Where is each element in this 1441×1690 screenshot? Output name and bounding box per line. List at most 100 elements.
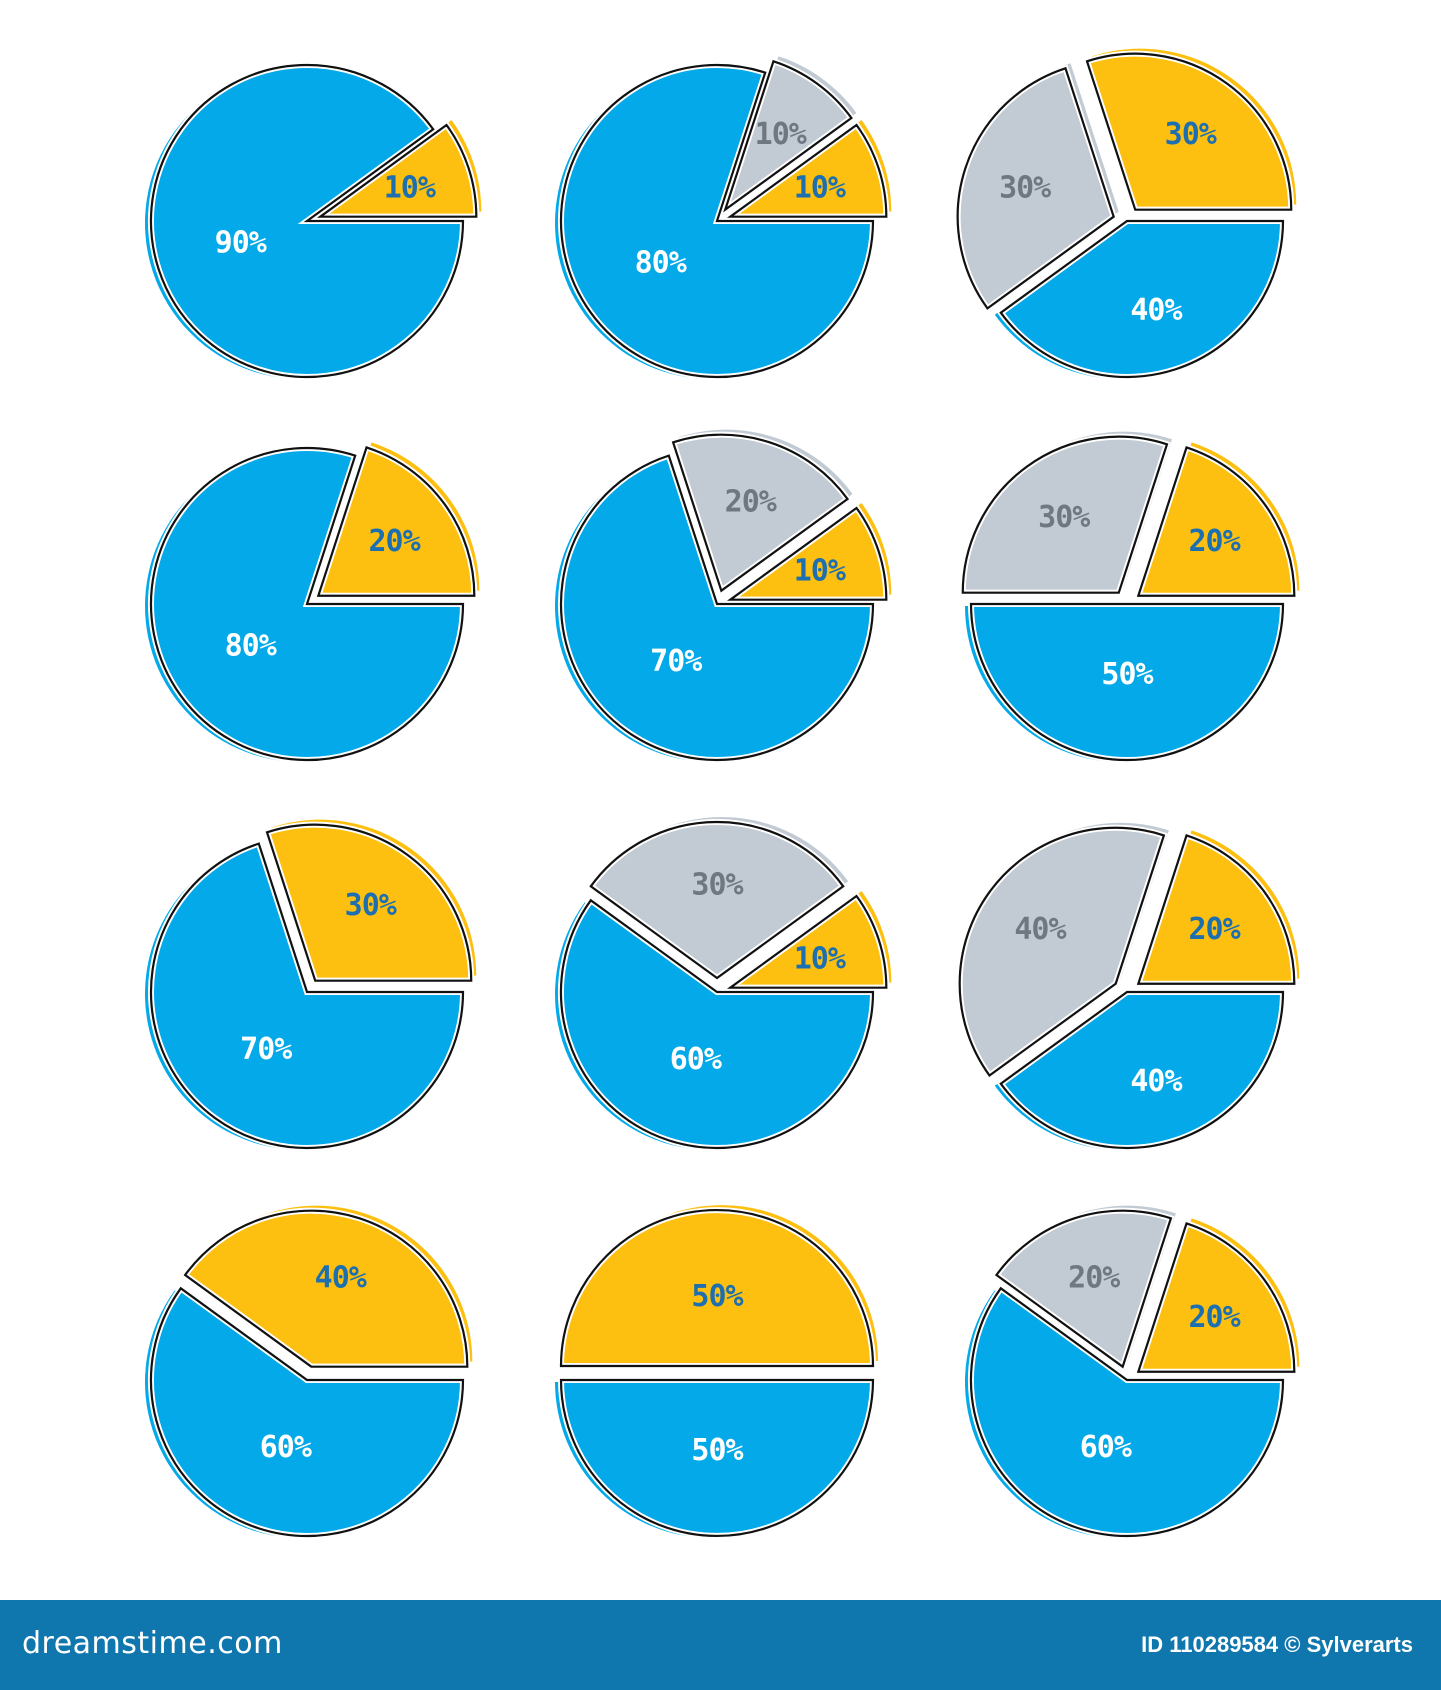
pie-slice-blue: 50% [965, 601, 1287, 763]
slice-label: 60% [260, 1430, 312, 1465]
pie-slice-blue: 70% [144, 839, 467, 1151]
slice-label: 70% [650, 644, 702, 679]
slice-label: 30% [1165, 117, 1217, 152]
slice-outline [994, 1209, 1173, 1369]
pie-slice-yellow: 20% [1134, 442, 1300, 599]
slice-outline [1136, 1222, 1296, 1373]
pie-slice-grey: 10% [719, 56, 857, 218]
pie-slice-yellow: 20% [1134, 830, 1300, 987]
slice-label: 70% [240, 1032, 292, 1067]
pie-slice-grey: 30% [954, 63, 1119, 313]
slice-label: 20% [725, 485, 777, 520]
slice-outline [265, 823, 473, 982]
pie-slice-blue: 90% [145, 62, 467, 380]
slice-label: 50% [691, 1279, 743, 1314]
slice-label: 20% [1068, 1261, 1120, 1296]
pie-slice-blue: 60% [965, 1284, 1287, 1539]
slice-outline [958, 826, 1166, 1078]
slice-outline [559, 898, 875, 1150]
slice-label: 80% [635, 245, 687, 280]
pie-chart: 70% 20% 10% [555, 429, 892, 763]
slice-label: 10% [755, 117, 807, 152]
slice-label: 40% [315, 1261, 367, 1296]
pie-slice-blue: 60% [555, 896, 877, 1151]
slice-outline [723, 59, 853, 213]
image-credit: ID 110289584 © Sylverarts [1141, 1632, 1413, 1657]
footer-bar: dreamstime.com ID 110289584 © Sylverarts [0, 1600, 1441, 1690]
pie-chart: 50% 50% [555, 1205, 878, 1539]
pie-slice-yellow: 20% [1134, 1218, 1300, 1375]
slice-outline [726, 506, 888, 601]
pie-slice-blue: 50% [555, 1377, 877, 1539]
slice-label: 20% [1188, 912, 1240, 947]
pie-slice-grey: 30% [959, 431, 1172, 596]
pie-slice-blue: 40% [994, 989, 1287, 1151]
pie-chart: 50% 30% 20% [959, 431, 1300, 763]
pie-slice-yellow: 10% [721, 890, 892, 991]
slice-outline [316, 123, 478, 218]
slice-outline [559, 1378, 875, 1538]
pie-charts-grid: 90% 10% 80% 10% 10% 40% 30% 30% 80% 20% 70% 20% 10% 5… [144, 48, 1300, 1539]
slice-label: 10% [794, 554, 846, 589]
pie-chart: 70% 30% [144, 819, 477, 1151]
dreamstime-logo[interactable]: dreamstime.com [22, 1626, 283, 1661]
pie-slice-yellow: 50% [557, 1205, 878, 1369]
slice-label: 10% [794, 171, 846, 206]
slice-label: 30% [691, 867, 743, 902]
pie-slice-grey: 20% [669, 429, 853, 596]
slice-outline [149, 63, 465, 379]
pie-chart: 40% 30% 30% [954, 48, 1297, 380]
slice-outline [726, 123, 888, 218]
slice-outline [956, 66, 1115, 310]
slice-label: 40% [1014, 912, 1066, 947]
slice-label: 10% [384, 171, 436, 206]
slice-outline [149, 446, 465, 762]
pie-slice-grey: 40% [956, 822, 1169, 1080]
pie-slice-blue: 60% [144, 1284, 467, 1539]
pie-chart: 60% 30% 10% [555, 817, 892, 1151]
slice-label: 20% [1188, 524, 1240, 559]
slice-label: 90% [215, 226, 267, 261]
slice-outline [999, 219, 1285, 379]
pie-chart: 60% 40% [144, 1205, 473, 1539]
pie-chart: 90% 10% [145, 62, 482, 380]
slice-label: 50% [691, 1433, 743, 1468]
slice-label: 60% [670, 1042, 722, 1077]
slice-label: 30% [999, 171, 1051, 206]
slice-label: 80% [225, 628, 277, 663]
slice-label: 20% [368, 524, 420, 559]
pie-slice-grey: 20% [992, 1205, 1176, 1372]
slice-label: 60% [1080, 1430, 1132, 1465]
slice-outline [559, 1208, 875, 1368]
slice-outline [559, 454, 875, 762]
slice-outline [999, 990, 1285, 1150]
slice-outline [1136, 834, 1296, 985]
pie-slice-blue: 80% [555, 62, 877, 380]
slice-label: 30% [345, 888, 397, 923]
pie-slice-yellow: 10% [721, 119, 892, 220]
pie-chart: 80% 20% [144, 442, 480, 763]
slice-label: 50% [1101, 657, 1153, 692]
slice-outline [969, 602, 1285, 762]
slice-outline [149, 1286, 465, 1538]
pie-chart: 40% 40% 20% [956, 822, 1300, 1151]
slice-outline [961, 435, 1169, 594]
slice-outline [1136, 446, 1296, 597]
pie-chart: 60% 20% 20% [965, 1205, 1300, 1539]
pie-slice-blue: 70% [555, 451, 877, 763]
pie-slice-grey: 30% [586, 817, 849, 982]
slice-outline [726, 894, 888, 989]
pie-slice-yellow: 30% [263, 819, 477, 984]
pie-slice-yellow: 40% [180, 1205, 473, 1370]
pie-slice-yellow: 10% [311, 119, 482, 220]
slice-outline [969, 1286, 1285, 1538]
pie-slice-yellow: 10% [721, 502, 892, 603]
slice-outline [559, 63, 875, 379]
slice-outline [149, 842, 465, 1150]
pie-slice-blue: 80% [144, 445, 467, 763]
pie-chart: 80% 10% 10% [555, 56, 892, 380]
slice-label: 20% [1188, 1300, 1240, 1335]
slice-label: 10% [794, 942, 846, 977]
slice-label: 40% [1130, 293, 1182, 328]
pie-slice-yellow: 30% [1083, 48, 1297, 213]
